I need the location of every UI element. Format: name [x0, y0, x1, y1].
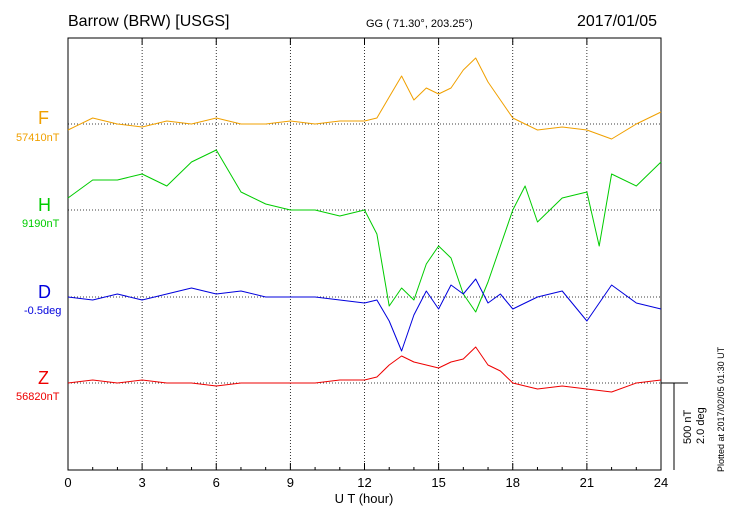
baseline-label-d: -0.5deg [24, 305, 62, 317]
geographic-coords: GG ( 71.30°, 203.25°) [366, 18, 473, 30]
x-tick-label-6: 6 [213, 475, 220, 490]
scale-label-deg: 2.0 deg [695, 407, 707, 444]
x-tick-label-0: 0 [64, 475, 71, 490]
grid-lines [141, 38, 588, 470]
x-tick-label-24: 24 [654, 475, 668, 490]
series-label-d: D [38, 282, 51, 302]
x-tick-label-9: 9 [287, 475, 294, 490]
baseline-label-h: 9190nT [22, 218, 60, 230]
traces [67, 57, 662, 393]
x-tick-label-15: 15 [431, 475, 445, 490]
scale-bar [661, 382, 688, 470]
trace-d [67, 278, 662, 352]
scale-label-nt: 500 nT [682, 409, 694, 444]
trace-f [67, 57, 662, 140]
station-title: Barrow (BRW) [USGS] [68, 13, 230, 30]
x-tick-label-3: 3 [139, 475, 146, 490]
series-label-f: F [38, 108, 49, 128]
series-label-h: H [38, 195, 51, 215]
trace-z [67, 346, 662, 393]
x-ticks [67, 38, 662, 470]
baseline-label-f: 57410nT [16, 132, 60, 144]
date-label: 2017/01/05 [577, 13, 658, 30]
baseline-label-z: 56820nT [16, 391, 60, 403]
x-tick-label-21: 21 [580, 475, 594, 490]
x-tick-labels: 0 3 6 9 12 15 18 21 24 [64, 475, 668, 490]
trace-h [67, 149, 662, 313]
x-axis-label: U T (hour) [335, 491, 394, 506]
x-tick-label-18: 18 [506, 475, 520, 490]
plotted-note: Plotted at 2017/02/05 01:30 UT [716, 346, 726, 472]
series-label-z: Z [38, 368, 49, 388]
x-tick-label-12: 12 [357, 475, 371, 490]
